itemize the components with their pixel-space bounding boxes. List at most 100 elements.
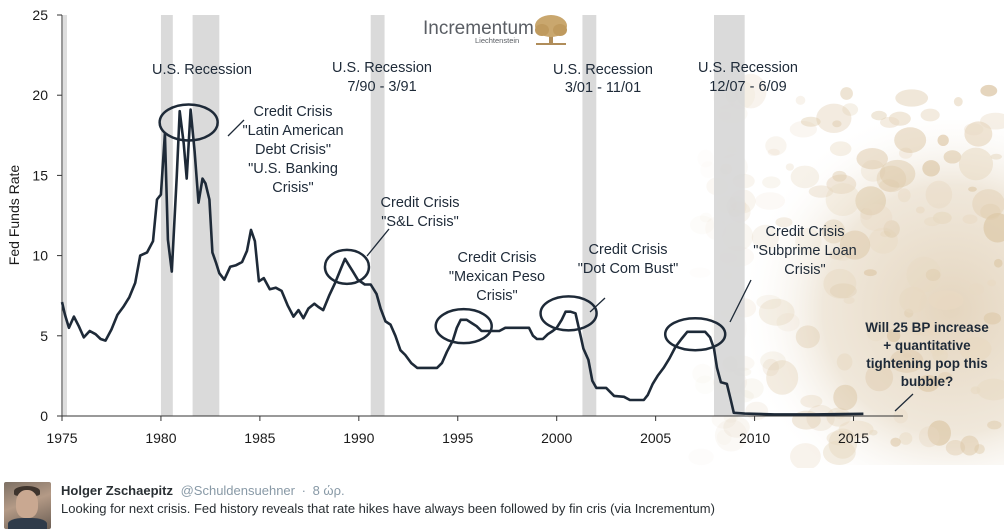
texture-blob xyxy=(899,286,927,314)
texture-blob xyxy=(795,95,806,105)
recession-label-line: 7/90 - 3/91 xyxy=(347,79,416,95)
texture-blob xyxy=(889,348,924,373)
texture-blob xyxy=(959,336,992,362)
texture-blob xyxy=(808,185,834,198)
texture-blob xyxy=(829,141,852,157)
texture-blob xyxy=(876,165,907,193)
texture-blob xyxy=(943,150,962,164)
tweet: Holger Zschaepitz @Schuldensuehner · 8 ώ… xyxy=(0,470,1004,531)
recession-label-line: 3/01 - 11/01 xyxy=(565,80,641,96)
recession-label-2007: U.S. Recession 12/07 - 6/09 xyxy=(698,60,798,95)
x-tick-label: 1985 xyxy=(244,430,275,446)
tweet-time[interactable]: 8 ώρ. xyxy=(312,483,345,498)
avatar[interactable] xyxy=(4,482,51,529)
y-tick-label: 0 xyxy=(40,408,48,424)
texture-blob xyxy=(795,227,822,255)
recession-label-line: U.S. Recession xyxy=(698,60,798,76)
fed-funds-line xyxy=(60,108,864,416)
texture-blob xyxy=(932,211,952,225)
texture-blob xyxy=(918,426,940,448)
texture-blob xyxy=(775,217,793,228)
texture-blob xyxy=(980,84,998,97)
texture-blob xyxy=(968,186,977,192)
annotation-line: "S&L Crisis" xyxy=(381,214,458,230)
texture-blob xyxy=(767,148,780,157)
y-tick-label: 10 xyxy=(32,248,48,264)
texture-blob xyxy=(883,220,900,238)
texture-blob xyxy=(833,384,858,411)
annotation-line: + quantitative xyxy=(883,338,971,353)
recession-band xyxy=(192,15,220,416)
annotation-line: Crisis" xyxy=(272,180,313,196)
texture-blob xyxy=(871,110,887,121)
annotation-line: "U.S. Banking xyxy=(248,161,338,177)
texture-blob xyxy=(700,161,716,179)
annotation-line: Debt Crisis" xyxy=(255,142,331,158)
leader-lines xyxy=(227,119,914,412)
texture-blob xyxy=(762,176,781,189)
recession-label-1990: U.S. Recession 7/90 - 3/91 xyxy=(332,60,432,95)
recession-label-line: U.S. Recession xyxy=(332,60,432,76)
texture-blob xyxy=(945,439,966,456)
texture-blob xyxy=(976,378,1004,401)
y-tick-label: 25 xyxy=(32,7,48,23)
texture-blob xyxy=(920,108,940,122)
recession-band xyxy=(582,15,597,416)
logo-title: Incrementum xyxy=(423,18,534,39)
texture-blob xyxy=(865,363,894,392)
texture-blob xyxy=(739,378,764,399)
texture-blob xyxy=(878,179,900,192)
recession-band xyxy=(370,15,385,416)
texture-blob xyxy=(903,352,912,358)
texture-blob xyxy=(756,294,782,310)
annotation-line: Credit Crisis xyxy=(766,224,845,240)
texture-blob xyxy=(880,231,891,238)
texture-blob xyxy=(697,149,714,168)
texture-blob xyxy=(760,351,786,371)
highlight-ellipse xyxy=(434,307,493,345)
texture-blob xyxy=(860,203,893,232)
recession-label-1980: U.S. Recession xyxy=(152,62,252,78)
texture-blob xyxy=(843,296,855,304)
texture-blob xyxy=(925,268,941,281)
texture-blob xyxy=(838,420,874,439)
texture-blob xyxy=(795,325,820,349)
texture-blob xyxy=(937,134,949,147)
texture-blob xyxy=(829,283,857,299)
leader-line xyxy=(589,297,606,313)
highlight-ellipse xyxy=(158,103,219,142)
texture-blob xyxy=(866,320,887,342)
annotation-line: Credit Crisis xyxy=(254,104,333,120)
texture-blob xyxy=(692,363,713,384)
annotation-subprime-crisis: Credit Crisis "Subprime Loan Crisis" xyxy=(753,224,857,278)
texture-blob xyxy=(758,298,795,326)
texture-blob xyxy=(987,420,1002,430)
y-tick-label: 15 xyxy=(32,167,48,183)
texture-blob xyxy=(826,407,851,427)
tree-icon xyxy=(535,15,567,45)
texture-blob xyxy=(987,279,997,287)
texture-blob xyxy=(800,394,823,408)
texture-blob xyxy=(922,160,940,177)
x-tick-label: 1990 xyxy=(343,430,374,446)
annotation-line: "Mexican Peso xyxy=(449,269,545,285)
texture-blob xyxy=(754,192,786,210)
texture-blob xyxy=(927,420,951,446)
texture-blob xyxy=(839,230,871,260)
texture-blob xyxy=(836,353,853,371)
annotation-sl-crisis: Credit Crisis "S&L Crisis" xyxy=(381,195,460,230)
leader-line xyxy=(729,279,752,323)
texture-blob xyxy=(863,269,877,277)
annotation-line: Credit Crisis xyxy=(589,242,668,258)
texture-blob xyxy=(869,429,878,436)
texture-blob xyxy=(762,358,780,377)
author-handle[interactable]: @Schuldensuehner xyxy=(180,483,295,498)
texture-blob xyxy=(723,416,750,438)
annotation-line: Crisis" xyxy=(476,288,517,304)
recession-label-2001: U.S. Recession 3/01 - 11/01 xyxy=(553,62,653,96)
author-name[interactable]: Holger Zschaepitz xyxy=(61,483,173,498)
texture-blob xyxy=(816,103,852,133)
annotation-line: "Latin American xyxy=(242,123,343,139)
texture-blob xyxy=(776,313,800,332)
texture-blob xyxy=(800,116,821,127)
